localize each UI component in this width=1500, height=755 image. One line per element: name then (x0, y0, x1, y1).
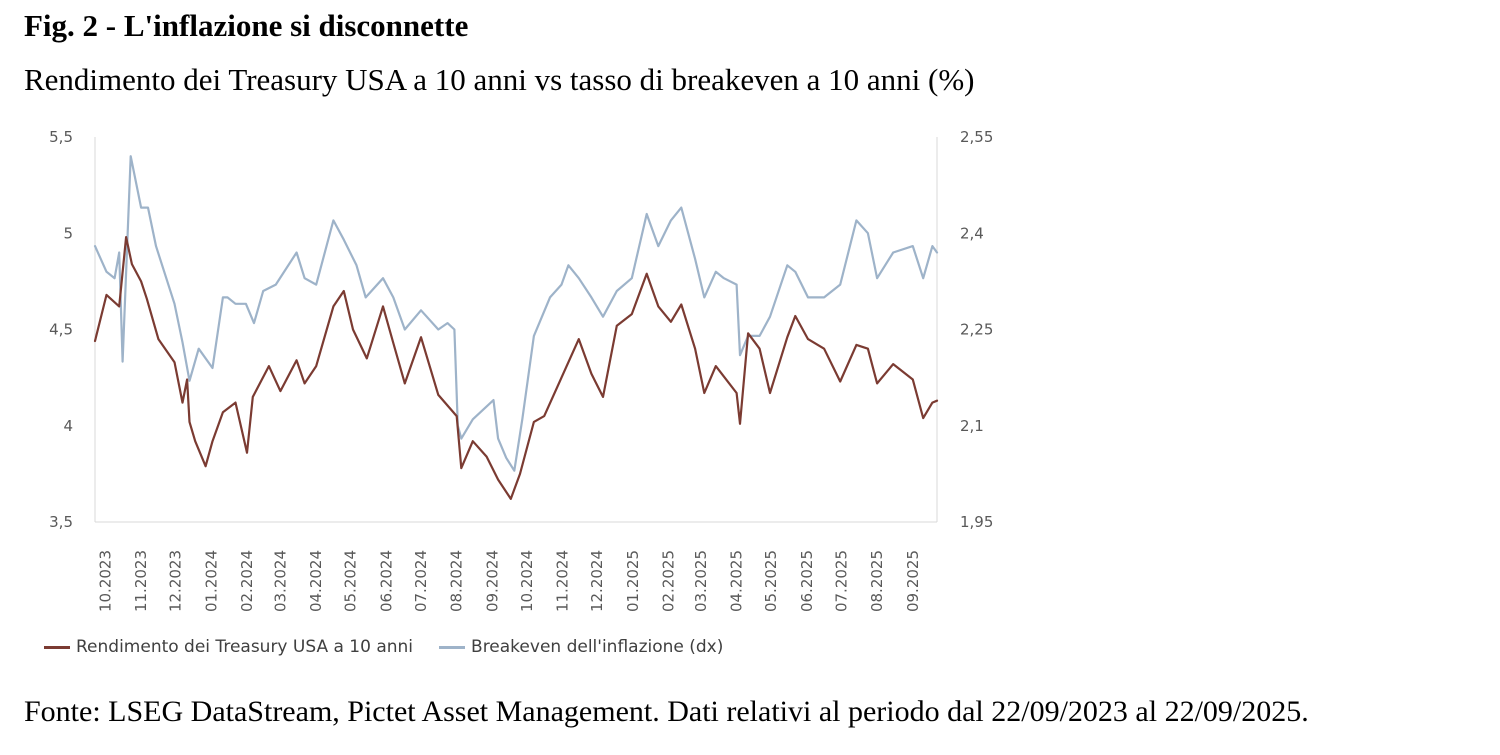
series-line-treasury (93, 236, 939, 500)
x-tick-label: 09.2024 (483, 550, 501, 612)
x-tick-label: 07.2024 (412, 550, 430, 612)
page-title: Fig. 2 - L'inflazione si disconnette (24, 8, 469, 43)
x-tick-label: 10.2023 (96, 550, 114, 612)
x-tick-label: 03.2025 (692, 550, 710, 612)
chart: 3,5 4 4,5 5 5,5 1,95 2,1 2,25 2,4 2,55 10.2023 11.2… (49, 128, 993, 612)
x-tick-label: 12.2023 (167, 550, 185, 612)
x-tick-label: 05.2024 (342, 550, 360, 612)
y-right-tick-label: 2,1 (960, 417, 984, 435)
legend-item-treasury: Rendimento dei Treasury USA a 10 anni (44, 637, 413, 657)
x-tick-label: 06.2025 (798, 550, 816, 612)
chart-legend: Rendimento dei Treasury USA a 10 anni Br… (44, 637, 749, 657)
series-line-breakeven (93, 155, 939, 472)
y-left-tick-label: 5,5 (49, 128, 73, 146)
y-left-tick-label: 4,5 (49, 321, 73, 339)
legend-label-treasury: Rendimento dei Treasury USA a 10 anni (76, 637, 414, 657)
x-tick-label: 02.2025 (660, 550, 678, 612)
x-tick-label: 03.2024 (271, 550, 289, 612)
y-left-tick-label: 5 (63, 224, 73, 242)
x-tick-label: 04.2024 (307, 550, 325, 612)
x-tick-label: 12.2024 (588, 550, 606, 612)
x-tick-label: 01.2024 (202, 550, 220, 612)
x-tick-label: 05.2025 (762, 550, 780, 612)
y-left-tick-label: 4 (63, 417, 73, 435)
x-tick-label: 07.2025 (832, 550, 850, 612)
y-right-tick-label: 2,55 (960, 128, 993, 146)
y-right-tick-label: 2,25 (960, 321, 993, 339)
legend-label-breakeven: Breakeven dell'inflazione (dx) (471, 637, 724, 657)
x-tick-label: 09.2025 (904, 550, 922, 612)
x-tick-label: 10.2024 (518, 550, 536, 612)
legend-swatch-treasury (44, 645, 70, 649)
x-tick-label: 01.2025 (624, 550, 642, 612)
x-tick-label: 04.2025 (728, 550, 746, 612)
x-tick-label: 11.2024 (554, 550, 572, 612)
chart-subtitle: Rendimento dei Treasury USA a 10 anni vs… (24, 62, 975, 97)
y-right-tick-label: 1,95 (960, 513, 993, 531)
y-right-tick-label: 2,4 (960, 224, 984, 242)
y-left-tick-label: 3,5 (49, 513, 73, 531)
source-note: Fonte: LSEG DataStream, Pictet Asset Man… (24, 695, 1309, 728)
legend-swatch-breakeven (439, 645, 466, 649)
x-tick-label: 08.2025 (868, 550, 886, 612)
x-tick-label: 06.2024 (377, 550, 395, 612)
legend-item-breakeven: Breakeven dell'inflazione (dx) (439, 637, 723, 657)
x-tick-label: 02.2024 (238, 550, 256, 612)
x-tick-label: 11.2023 (132, 550, 150, 612)
x-tick-label: 08.2024 (448, 550, 466, 612)
